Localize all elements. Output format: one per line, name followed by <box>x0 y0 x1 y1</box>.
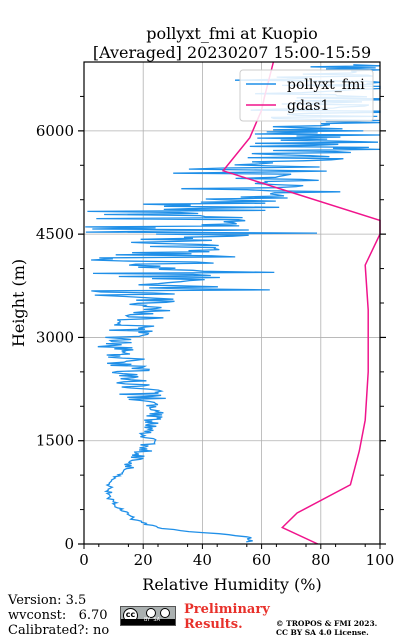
x-tick-label: 0 <box>79 551 89 569</box>
legend-box <box>239 69 374 122</box>
cc-license-badge: cc BY SA <box>120 606 176 626</box>
wvconst-text: wvconst: 6.70 <box>8 608 108 623</box>
humidity-profile-chart: 0 20 40 60 80 100 0 1500 3000 4500 6000 pollyxt_fm… <box>9 61 395 594</box>
y-tick-label: 4500 <box>36 225 74 243</box>
cc-by-sa-text: BY SA <box>144 617 161 623</box>
y-tick-label: 1500 <box>36 432 74 450</box>
series-layer <box>85 62 381 544</box>
preliminary-line-2: Results. <box>184 617 243 632</box>
x-axis-label: Relative Humidity (%) <box>142 575 321 594</box>
x-tick-label: 60 <box>252 551 271 569</box>
chart-title-line-1: pollyxt_fmi at Kuopio <box>146 24 318 43</box>
chart-title-line-2: [Averaged] 20230207 15:00-15:59 <box>92 43 372 62</box>
by-attribution-icon <box>146 608 156 618</box>
calibrated-text: Calibrated?: no <box>8 623 110 638</box>
x-tick-label: 40 <box>193 551 212 569</box>
y-tick-label: 6000 <box>36 122 74 140</box>
version-text: Version: 3.5 <box>8 593 87 608</box>
x-tick-label: 100 <box>366 551 395 569</box>
share-alike-icon <box>160 608 170 618</box>
legend: pollyxt_fmi gdas1 <box>239 69 374 122</box>
legend-label-gdas1: gdas1 <box>287 98 329 114</box>
preliminary-line-1: Preliminary <box>184 602 270 617</box>
y-axis-label: Height (m) <box>9 259 28 347</box>
preliminary-results-text: Preliminary Results. <box>184 602 270 632</box>
copyright-text: © TROPOS & FMI 2023. CC BY SA 4.0 Licens… <box>276 619 377 637</box>
legend-label-pollyxt-fmi: pollyxt_fmi <box>287 77 365 93</box>
ticks-layer: 0 20 40 60 80 100 0 1500 3000 4500 6000 <box>36 95 395 569</box>
x-tick-label: 80 <box>311 551 330 569</box>
y-tick-label: 0 <box>64 535 74 553</box>
y-tick-label: 3000 <box>36 328 74 346</box>
copyright-line-1: © TROPOS & FMI 2023. <box>276 619 378 628</box>
x-tick-label: 20 <box>134 551 153 569</box>
series-line-gdas1 <box>221 62 381 544</box>
series-line-pollyxt-fmi <box>85 64 381 543</box>
copyright-line-2: CC BY SA 4.0 License. <box>276 628 369 637</box>
